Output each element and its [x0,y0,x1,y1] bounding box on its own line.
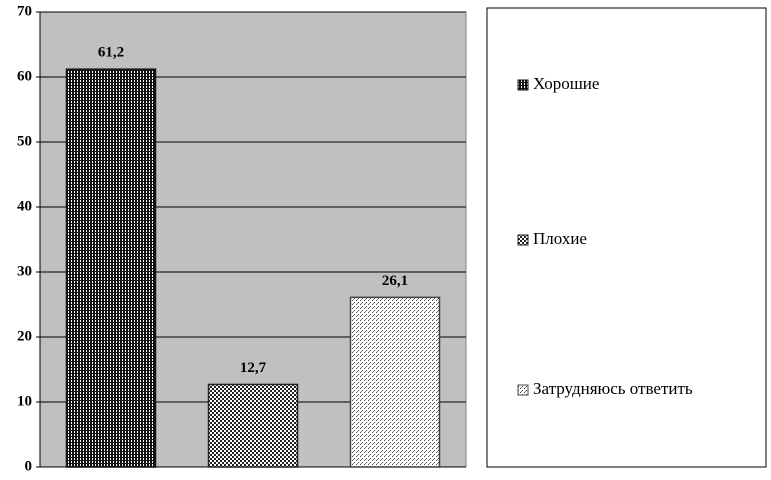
legend-swatch [517,384,529,396]
y-tick-label: 10 [17,393,32,409]
y-tick-label: 30 [17,263,32,279]
y-tick-label: 0 [25,458,33,474]
legend-label: Затрудняюсь ответить [533,379,693,398]
y-tick-label: 70 [17,3,32,19]
legend-swatch [517,79,529,91]
bar [349,296,441,468]
y-tick-label: 20 [17,328,32,344]
value-label: 26,1 [382,273,408,289]
value-label: 12,7 [240,360,267,376]
bar [65,68,157,468]
y-tick-label: 50 [17,133,32,149]
value-label: 61,2 [98,45,124,61]
y-tick-label: 60 [17,68,32,84]
bar [207,383,299,468]
legend-swatch [517,234,529,246]
legend-label: Плохие [533,229,587,248]
y-tick-label: 40 [17,198,32,214]
legend-box [486,7,767,468]
legend-label: Хорошие [533,74,599,93]
